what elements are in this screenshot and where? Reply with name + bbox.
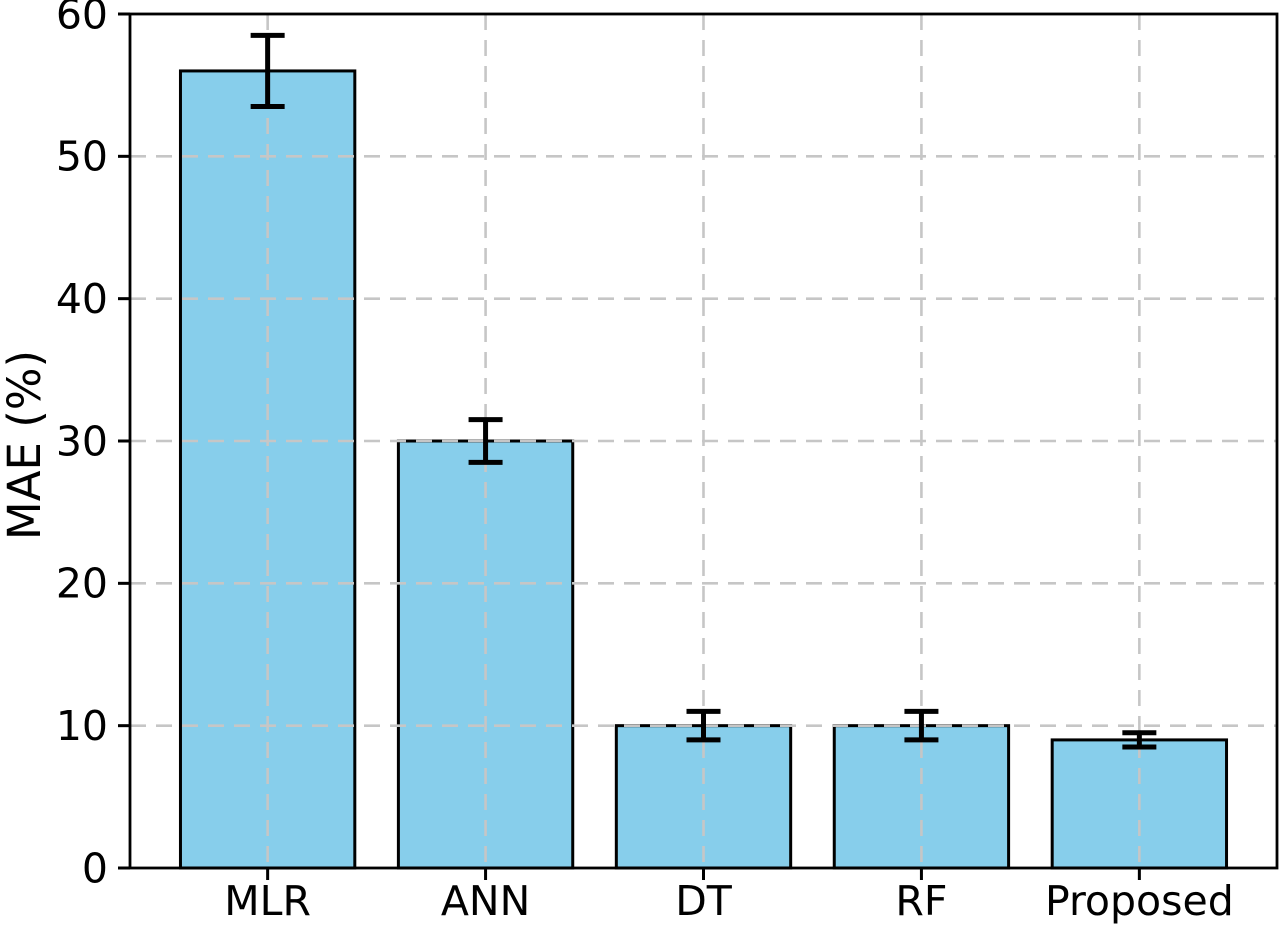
x-tick-label-rf: RF <box>895 877 947 925</box>
y-tick-label-60: 60 <box>56 0 108 38</box>
y-tick-label-20: 20 <box>56 560 108 608</box>
y-tick-label-0: 0 <box>82 844 108 892</box>
y-tick-label-30: 30 <box>56 417 108 465</box>
x-tick-label-mlr: MLR <box>224 877 311 925</box>
y-tick-label-10: 10 <box>56 702 108 750</box>
x-tick-label-proposed: Proposed <box>1045 877 1234 925</box>
y-tick-label-50: 50 <box>56 133 108 181</box>
y-tick-label-40: 40 <box>56 275 108 323</box>
y-axis-label: MAE (%) <box>0 350 51 540</box>
x-tick-label-dt: DT <box>675 877 733 925</box>
x-tick-label-ann: ANN <box>441 877 530 925</box>
